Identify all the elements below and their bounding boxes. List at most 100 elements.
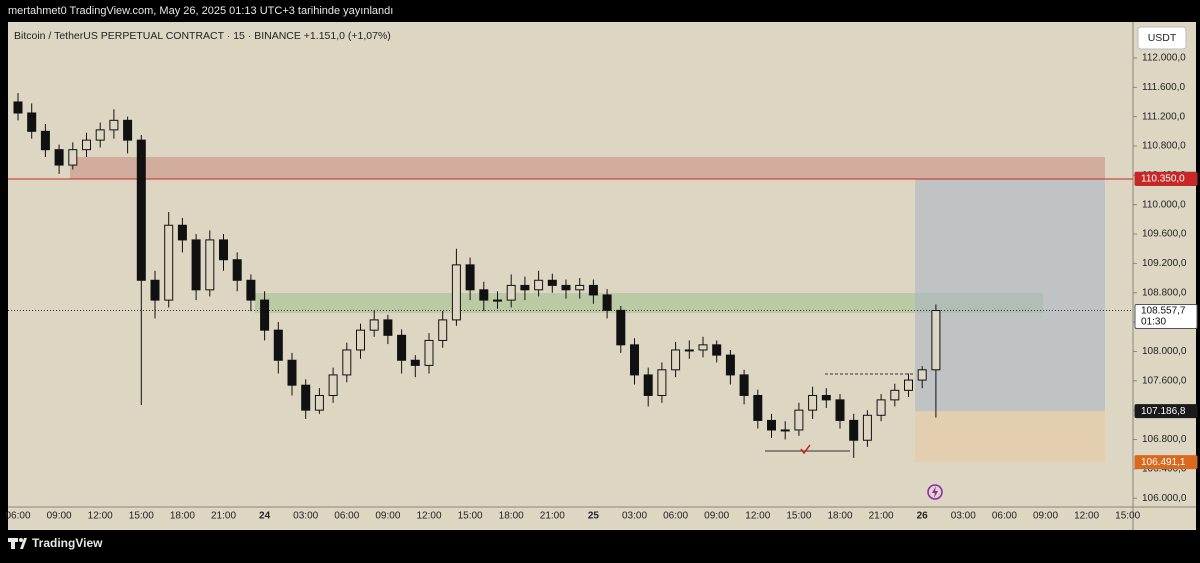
candle-body — [588, 284, 598, 296]
candle-body — [479, 289, 489, 301]
candle-body — [40, 130, 50, 151]
candle-body — [95, 129, 105, 141]
candle-body — [890, 389, 900, 401]
y-tick-label: 108.000,0 — [1142, 346, 1187, 357]
x-tick-label: 06:00 — [5, 511, 30, 522]
candle-body — [397, 334, 407, 361]
candle-body — [561, 284, 571, 291]
candle-body — [616, 309, 626, 346]
candle-body — [575, 284, 585, 291]
y-tick-label: 111.200,0 — [1142, 111, 1185, 122]
price-label: 110.350,0 — [1141, 174, 1185, 185]
x-tick-label: 06:00 — [334, 511, 359, 522]
candle-body — [506, 284, 516, 301]
candle-body — [657, 369, 667, 396]
x-tick-label: 09:00 — [375, 511, 400, 522]
alert-circle[interactable] — [927, 484, 943, 500]
y-tick-label: 106.800,0 — [1142, 434, 1187, 445]
candle-body — [808, 394, 818, 411]
y-tick-label: 110.000,0 — [1142, 199, 1186, 210]
x-tick-label: 03:00 — [293, 511, 318, 522]
candle-body — [493, 299, 502, 302]
candle-body — [342, 349, 352, 376]
candle-body — [136, 139, 146, 281]
candle-body — [205, 239, 215, 291]
logo-part — [20, 538, 27, 549]
candle-body — [862, 414, 872, 441]
check-mark — [800, 444, 811, 455]
x-tick-label: 15:00 — [129, 511, 154, 522]
x-tick-label: 21:00 — [211, 511, 236, 522]
x-tick-label: 12:00 — [1074, 511, 1099, 522]
candle-body — [465, 264, 475, 291]
candle-body — [876, 399, 886, 416]
candle-body — [835, 399, 845, 421]
plot-area — [8, 93, 1133, 463]
candle-body — [451, 264, 461, 321]
candle-body — [671, 349, 681, 371]
brand: TradingView — [32, 536, 103, 550]
candle-body — [534, 279, 544, 291]
y-tick-label: 111.600,0 — [1142, 82, 1185, 93]
x-tick-label: 12:00 — [745, 511, 770, 522]
candle-body — [410, 359, 420, 366]
candle-body — [246, 279, 256, 301]
candle-body — [904, 379, 913, 391]
candle-body — [13, 101, 23, 114]
candle-body — [150, 279, 160, 301]
candle-body — [698, 344, 708, 351]
candle-body — [54, 149, 64, 166]
price-label-bg — [1134, 172, 1198, 187]
candle-body — [767, 419, 776, 431]
x-tick-label: 21:00 — [869, 511, 894, 522]
candle-body — [260, 299, 270, 331]
x-tick-label: 26 — [917, 511, 929, 522]
candle-body — [821, 394, 831, 401]
x-tick-label: 18:00 — [499, 511, 524, 522]
candle-body — [287, 359, 297, 386]
alert-icon[interactable] — [927, 484, 943, 500]
candle-body — [643, 374, 653, 396]
candle-body — [369, 319, 379, 331]
x-tick-label: 24 — [259, 511, 271, 522]
candle-body — [520, 284, 530, 291]
candle-body — [191, 239, 201, 291]
x-tick-label: 06:00 — [663, 511, 688, 522]
candle-body — [917, 369, 927, 381]
y-tick-label: 109.600,0 — [1142, 229, 1187, 240]
candle-body — [123, 119, 133, 141]
candle-body — [424, 339, 434, 366]
x-tick-label: 15:00 — [458, 511, 483, 522]
currency-box[interactable] — [1137, 26, 1187, 50]
candle-body — [109, 119, 119, 131]
candle-body — [712, 344, 722, 356]
logo-part — [19, 538, 23, 542]
y-tick-label: 108.800,0 — [1142, 287, 1187, 298]
candle-body — [780, 429, 790, 432]
y-tick-label: 109.200,0 — [1142, 258, 1187, 269]
y-tick-label: 112.000,0 — [1142, 53, 1186, 64]
x-tick-label: 09:00 — [47, 511, 72, 522]
candle-body — [27, 112, 37, 132]
candle-body — [219, 239, 228, 261]
logo-part — [11, 538, 15, 549]
currency[interactable]: USDT — [1148, 32, 1177, 44]
page-header: mertahmet0 TradingView.com, May 26, 2025… — [8, 5, 393, 17]
price-label-bg — [1134, 304, 1198, 330]
zone — [70, 157, 1105, 180]
chart-title: Bitcoin / TetherUS PERPETUAL CONTRACT · … — [14, 30, 391, 42]
candle-body — [383, 319, 393, 336]
logo — [8, 538, 27, 549]
candle-body — [753, 394, 763, 421]
candle-body — [273, 329, 283, 361]
candle-body — [232, 259, 242, 281]
candle-body — [82, 139, 91, 151]
y-axis: 106.000,0106.400,0106.800,0107.200,0107.… — [1133, 53, 1198, 504]
x-tick-label: 12:00 — [416, 511, 441, 522]
alert-bolt[interactable] — [932, 486, 938, 498]
candle-body — [602, 294, 612, 311]
candle-body — [725, 354, 735, 376]
y-tick-label: 106.000,0 — [1142, 493, 1187, 504]
candle-body — [314, 394, 324, 411]
